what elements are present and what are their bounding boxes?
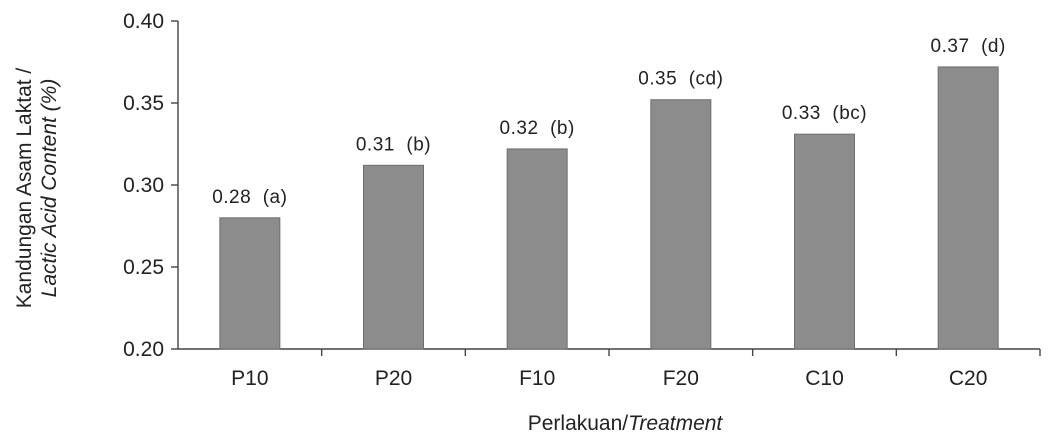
y-tick-label: 0.25 <box>123 256 164 279</box>
bars <box>219 66 999 350</box>
data-label: 0.35 (cd) <box>638 69 723 90</box>
bar-c10 <box>794 133 855 350</box>
data-label: 0.32 (b) <box>500 118 575 139</box>
data-label: 0.37 (d) <box>931 36 1006 57</box>
x-axis-title: Perlakuan/Treatment <box>528 412 724 434</box>
x-tick-label: C10 <box>805 367 844 390</box>
x-tick-label: P10 <box>231 367 268 390</box>
y-tick-label: 0.35 <box>123 92 164 115</box>
y-tick-label: 0.20 <box>123 338 164 361</box>
data-label: 0.31 (b) <box>356 134 431 155</box>
y-axis-title-line1: Kandungan Asam Laktat / <box>13 68 36 309</box>
x-axis-title-plain: Perlakuan/ <box>528 412 629 434</box>
x-tick-label: C20 <box>949 367 988 390</box>
bar-c20 <box>937 66 999 350</box>
x-tick-label: P20 <box>375 367 412 390</box>
x-axis-title-italic: Treatment <box>628 412 723 434</box>
y-ticks: 0.20 0.25 0.30 0.35 0.40 <box>123 10 178 361</box>
data-labels: 0.28 (a) 0.31 (b) 0.32 (b) 0.35 (cd) 0.33 (b… <box>212 36 1006 208</box>
x-axis: P10 P20 F10 F20 C10 C20 <box>178 348 1041 390</box>
data-label: 0.33 (bc) <box>782 103 867 124</box>
bar-p20 <box>363 164 424 350</box>
bar-f10 <box>506 148 568 350</box>
y-axis-title: Kandungan Asam Laktat / Lactic Acid Cont… <box>13 68 61 309</box>
y-axis-title-line2: Lactic Acid Content (%) <box>38 79 61 298</box>
y-tick-label: 0.40 <box>123 10 164 33</box>
x-ticks: P10 P20 F10 F20 C10 C20 <box>231 349 1041 390</box>
data-label: 0.28 (a) <box>212 187 287 208</box>
y-tick-label: 0.30 <box>123 174 164 197</box>
bar-f20 <box>650 99 712 350</box>
x-tick-label: F10 <box>519 367 555 390</box>
bar-p10 <box>219 217 281 350</box>
y-axis: 0.20 0.25 0.30 0.35 0.40 <box>123 10 179 361</box>
x-tick-label: F20 <box>663 367 699 390</box>
